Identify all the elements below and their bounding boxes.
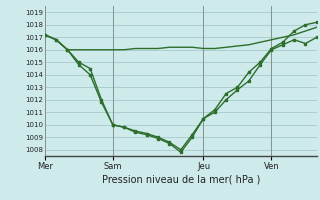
X-axis label: Pression niveau de la mer( hPa ): Pression niveau de la mer( hPa ) [102,175,260,185]
